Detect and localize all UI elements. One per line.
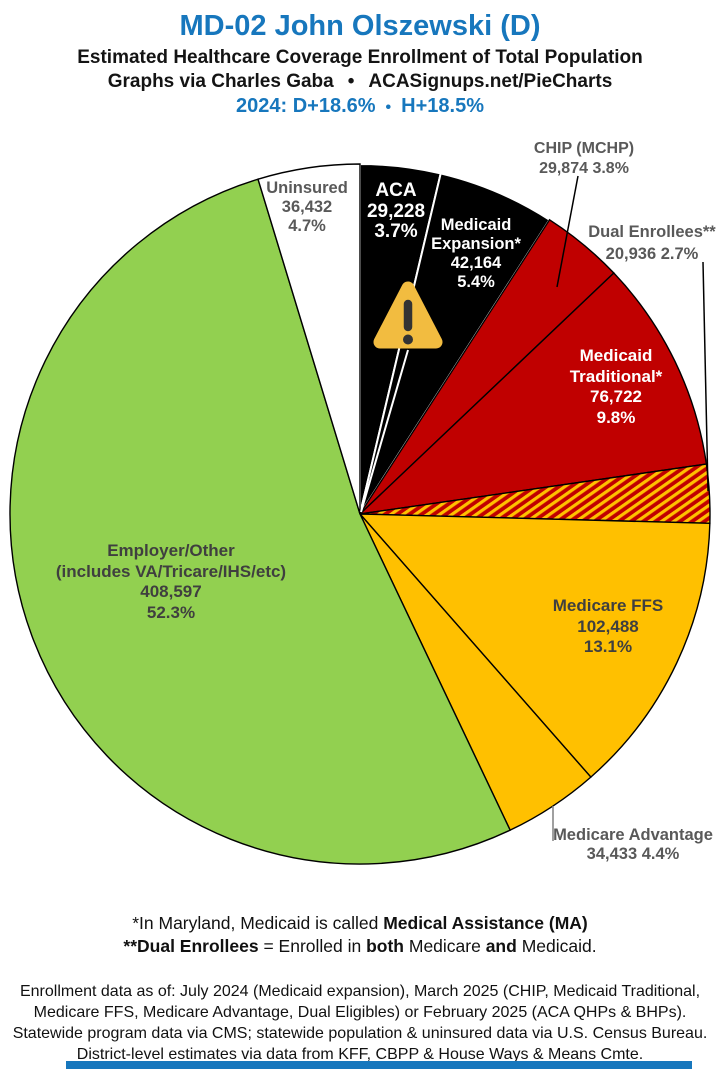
slice-label-dual-enrollees: Dual Enrollees** 20,936 2.7% [588, 223, 716, 263]
footnote-medicaid-name: *In Maryland, Medicaid is called Medical… [132, 913, 588, 933]
chip-leader-line [556, 175, 579, 288]
credit-author: Graphs via Charles Gaba [107, 71, 334, 92]
slice-label-employer-other: Employer/Other (includes VA/Tricare/IHS/… [55, 541, 287, 622]
pie-slices [9, 162, 711, 865]
credit-line: Graphs via Charles Gaba • ACASignups.net/P… [0, 71, 720, 93]
pie-slice-uninsured [257, 163, 361, 515]
credit-site: ACASignups.net/PieCharts [368, 71, 613, 92]
bullet-separator: • [385, 99, 392, 116]
page-title: MD-02 John Olszewski (D) [179, 10, 541, 42]
partisan-lean-line: 2024: D+18.6% • H+18.5% [0, 95, 720, 118]
footer-accent-bar [66, 1061, 692, 1069]
dual-enrollees-leader-line [702, 261, 709, 492]
chart-subtitle: Estimated Healthcare Coverage Enrollment… [77, 47, 643, 68]
bullet-separator: • [347, 71, 355, 92]
pie-slice-medicare-ffs [358, 513, 711, 779]
warning-leader-line [360, 349, 409, 513]
source-note-line-4: District-level estimates via data from K… [76, 1046, 644, 1063]
slice-label-medicare-advantage: Medicare Advantage 34,433 4.4% [553, 826, 713, 863]
pie-slice-medicaid-traditional [357, 272, 708, 516]
slice-label-uninsured: Uninsured 36,432 4.7% [266, 179, 348, 235]
slice-label-medicaid-traditional: Medicaid Traditional* 76,722 9.8% [569, 346, 663, 427]
partisan-house: H+18.5% [401, 95, 484, 117]
slice-label-medicaid-expansion: Medicaid Expansion* 42,164 5.4% [431, 216, 521, 291]
slice-label-chip: CHIP (MCHP) 29,874 3.8% [533, 140, 635, 177]
warning-icon [373, 281, 443, 349]
source-note-line-3: Statewide program data via CMS; statewid… [12, 1025, 708, 1042]
footnote-dual-enrollees: **Dual Enrollees = Enrolled in both Medi… [123, 936, 597, 956]
pie-slice-employer-other [9, 178, 512, 865]
partisan-presidential: 2024: D+18.6% [236, 95, 376, 117]
source-note-line-1: Enrollment data as of: July 2024 (Medica… [19, 983, 701, 1000]
warning-exclamation-dot [403, 334, 413, 345]
slice-label-medicare-ffs: Medicare FFS 102,488 13.1% [552, 596, 664, 656]
slice-label-aca: ACA 29,228 3.7% [366, 180, 426, 242]
source-note-line-2: Medicare FFS, Medicare Advantage, Dual E… [33, 1004, 687, 1021]
